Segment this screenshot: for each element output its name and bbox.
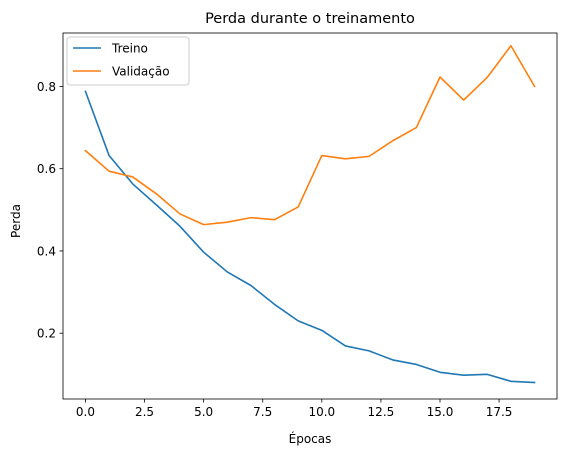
x-axis: 0.0 2.5 5.0 7.5 10.0 12.5 15.0 17.5	[76, 399, 513, 419]
legend-label-0: Treino	[111, 41, 148, 55]
x-tick-label: 12.5	[368, 405, 395, 419]
x-tick-label: 15.0	[427, 405, 454, 419]
chart-title: Perda durante o treinamento	[205, 11, 415, 27]
legend-label-1: Validação	[112, 64, 170, 78]
plot-frame	[62, 32, 558, 400]
x-tick-label: 5.0	[194, 405, 213, 419]
x-tick-label: 17.5	[486, 405, 513, 419]
x-tick-label: 7.5	[253, 405, 272, 419]
y-axis-label: Perda	[9, 204, 23, 238]
y-tick-label: 0.8	[37, 80, 56, 94]
series-line-0	[84, 90, 536, 384]
x-tick-label: 10.0	[308, 405, 335, 419]
x-tick-label: 0.0	[76, 405, 95, 419]
y-tick-label: 0.4	[37, 244, 56, 258]
series-line-1	[84, 44, 536, 226]
legend-box	[66, 36, 190, 86]
x-axis-label: Épocas	[289, 431, 332, 446]
legend: Treino Validação	[66, 36, 190, 86]
y-tick-label: 0.2	[37, 327, 56, 341]
series-lines	[84, 44, 536, 384]
y-tick-label: 0.6	[37, 162, 56, 176]
y-axis: 0.2 0.4 0.6 0.8	[37, 80, 63, 341]
x-tick-label: 2.5	[135, 405, 154, 419]
